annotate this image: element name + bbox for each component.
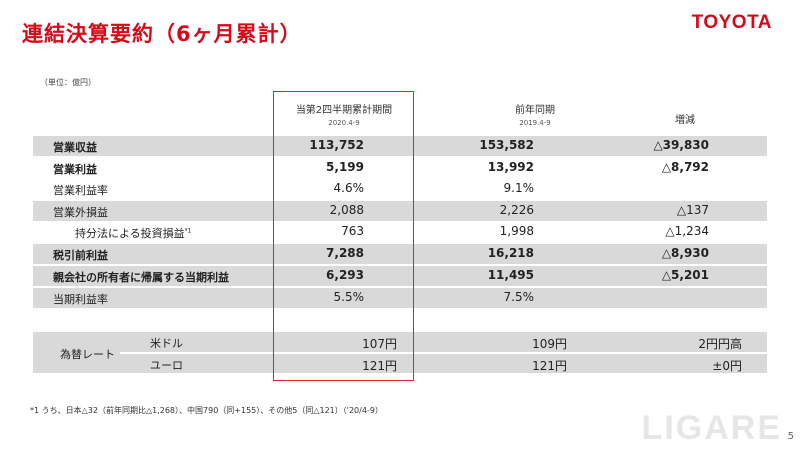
value-prior: 153,582 bbox=[479, 138, 534, 152]
fx-usd-prior: 109円 bbox=[532, 337, 567, 351]
page-title: 連結決算要約（6ヶ月累計） bbox=[22, 22, 302, 46]
value-change: △5,201 bbox=[661, 268, 709, 282]
value-prior: 1,998 bbox=[499, 224, 534, 238]
row-label: 営業収益 bbox=[53, 141, 97, 154]
table-row: 税引前利益 7,288 16,218 △8,930 bbox=[33, 244, 767, 264]
col-header-prior: 前年同期 bbox=[515, 105, 555, 116]
fx-label: 為替レート bbox=[60, 348, 115, 361]
fx-divider bbox=[120, 352, 767, 354]
value-prior: 11,495 bbox=[487, 268, 534, 282]
value-current: 5.5% bbox=[333, 290, 365, 304]
col-header-current: 当第2四半期累計期間 bbox=[295, 105, 393, 116]
row-label: 営業利益率 bbox=[53, 184, 108, 197]
table-row: 営業収益 113,752 153,582 △39,830 bbox=[33, 136, 767, 156]
col-sub-current: 2020.4-9 bbox=[328, 119, 360, 127]
col-sub-prior: 2019.4-9 bbox=[519, 119, 551, 127]
value-current: 763 bbox=[341, 224, 364, 238]
footnote: *1 うち、日本△32（前年同期比△1,268）、中国790（同+155）、その… bbox=[30, 406, 383, 415]
value-change: △137 bbox=[676, 203, 709, 217]
value-prior: 9.1% bbox=[503, 181, 535, 195]
value-prior: 2,226 bbox=[499, 203, 534, 217]
fx-usd-current: 107円 bbox=[362, 337, 397, 351]
value-change: △1,234 bbox=[665, 224, 709, 238]
footnote-marker: *1 bbox=[184, 227, 192, 235]
row-label-text: 持分法による投資損益 bbox=[75, 227, 185, 240]
row-label: 営業外損益 bbox=[53, 206, 108, 219]
toyota-logo: TOYOTA bbox=[691, 12, 772, 33]
fx-currency-usd: 米ドル bbox=[150, 337, 183, 350]
unit-label: （単位：億円） bbox=[40, 78, 96, 87]
value-change: △8,930 bbox=[661, 246, 709, 260]
table-row: 親会社の所有者に帰属する当期利益 6,293 11,495 △5,201 bbox=[33, 266, 767, 286]
ligare-watermark: LIGARE bbox=[641, 409, 782, 447]
value-prior: 16,218 bbox=[487, 246, 534, 260]
fx-eur-current: 121円 bbox=[362, 359, 397, 373]
row-label: 親会社の所有者に帰属する当期利益 bbox=[53, 271, 229, 284]
table-row: 持分法による投資損益*1 763 1,998 △1,234 bbox=[33, 222, 767, 242]
fx-eur-prior: 121円 bbox=[532, 359, 567, 373]
page-number: 5 bbox=[787, 431, 794, 442]
table-row: 営業利益 5,199 13,992 △8,792 bbox=[33, 158, 767, 178]
table-row: 営業利益率 4.6% 9.1% bbox=[33, 179, 767, 199]
value-prior: 7.5% bbox=[503, 290, 535, 304]
table-row: 当期利益率 5.5% 7.5% bbox=[33, 288, 767, 308]
value-current: 2,088 bbox=[329, 203, 364, 217]
value-change: △8,792 bbox=[661, 160, 709, 174]
fx-usd-change: 2円円高 bbox=[698, 337, 742, 351]
col-header-change: 増減 bbox=[675, 115, 695, 126]
value-change: △39,830 bbox=[653, 138, 709, 152]
value-current: 5,199 bbox=[326, 160, 364, 174]
fx-currency-eur: ユーロ bbox=[150, 359, 183, 372]
value-current: 4.6% bbox=[333, 181, 365, 195]
fx-eur-change: ±0円 bbox=[712, 359, 742, 373]
row-label: 税引前利益 bbox=[53, 249, 108, 262]
value-current: 113,752 bbox=[309, 138, 364, 152]
row-label: 持分法による投資損益*1 bbox=[75, 225, 192, 241]
row-label: 当期利益率 bbox=[53, 293, 108, 306]
current-period-highlight bbox=[273, 91, 414, 381]
value-current: 6,293 bbox=[326, 268, 364, 282]
value-prior: 13,992 bbox=[487, 160, 534, 174]
value-current: 7,288 bbox=[326, 246, 364, 260]
row-label: 営業利益 bbox=[53, 163, 97, 176]
table-row: 営業外損益 2,088 2,226 △137 bbox=[33, 201, 767, 221]
